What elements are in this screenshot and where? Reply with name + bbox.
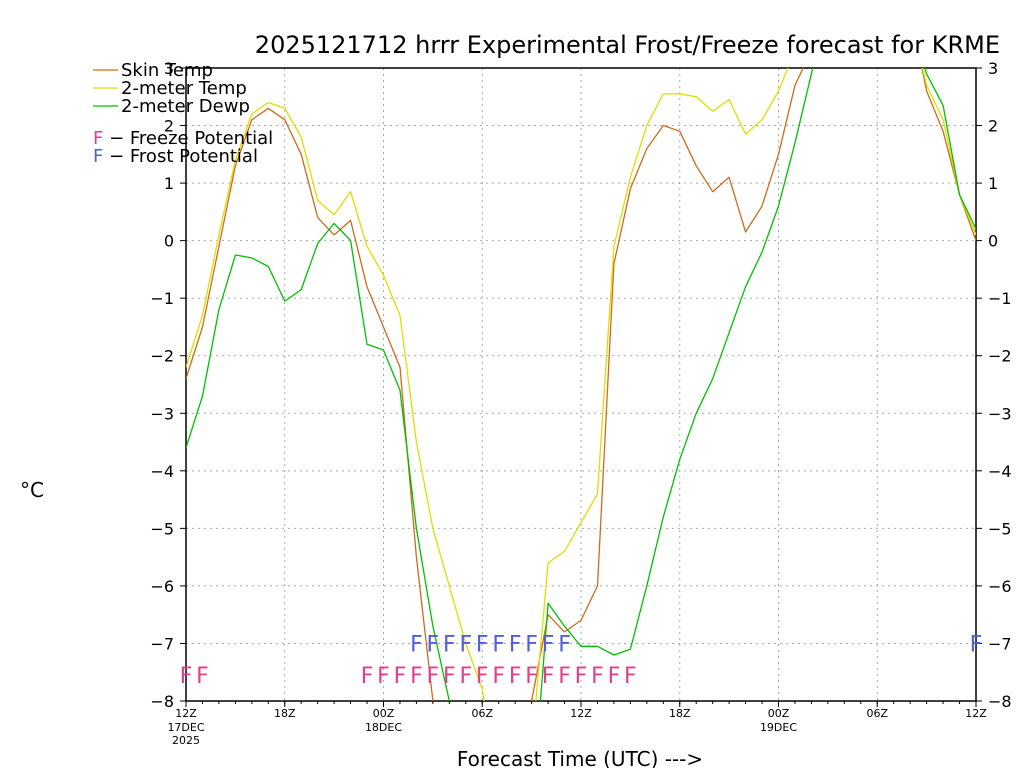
y-tick-label-right: −8 (988, 692, 1012, 711)
y-tick-label-left: 2 (164, 117, 174, 136)
series-line-skin-temp (186, 107, 434, 701)
y-tick-label-left: 3 (164, 59, 174, 78)
frost-marker: F (459, 632, 472, 657)
freeze-marker: F (575, 664, 588, 689)
frost-marker: F (476, 632, 489, 657)
frost-marker: F (492, 632, 505, 657)
freeze-marker: F (394, 664, 407, 689)
y-tick-label-right: 3 (988, 59, 998, 78)
y-tick-label-left: −6 (150, 577, 174, 596)
series-layer (186, 68, 976, 701)
series-line-2-meter-temp (186, 101, 485, 701)
legend-label: 2-meter Temp (121, 78, 247, 99)
freeze-marker: F (492, 664, 505, 689)
freeze-marker: F (427, 664, 440, 689)
legend-marker-label: − Frost Potential (103, 146, 258, 167)
x-tick-sublabel: 17DEC (167, 721, 204, 734)
series-line-skin-temp (530, 68, 804, 701)
plot-frame (185, 67, 977, 702)
x-tick-label: 18Z (274, 707, 296, 720)
freeze-marker: F (509, 664, 522, 689)
y-tick-label-right: −7 (988, 634, 1012, 653)
y-tick-label-left: −2 (150, 347, 174, 366)
series-line-2-meter-temp (921, 68, 976, 236)
grid (186, 68, 976, 701)
legend-marker-entry: F − Freeze Potential (93, 128, 273, 149)
chart-title: 2025121712 hrrr Experimental Frost/Freez… (255, 31, 1000, 59)
legend-marker-entry: F − Frost Potential (93, 146, 258, 167)
potential-markers: F F F F F F F F F F FF F F F F F F F F F F F F F F F F F F (180, 632, 983, 689)
freeze-marker: F (558, 664, 571, 689)
x-axis-label: Forecast Time (UTC) ---> (457, 747, 703, 768)
legend-label: Skin Temp (121, 60, 213, 81)
y-tick-label-left: −3 (150, 404, 174, 423)
series-line-skin-temp (921, 68, 976, 241)
y-tick-label-right: 1 (988, 174, 998, 193)
x-tick-label: 06Z (471, 707, 493, 720)
freeze-marker: F (410, 664, 423, 689)
y-axis-label: °C (20, 478, 44, 502)
x-tick-label: 12Z (570, 707, 592, 720)
x-tick-label: 00Z (373, 707, 395, 720)
x-tick-label: 12Z (175, 707, 197, 720)
x-tick-label: 06Z (866, 707, 888, 720)
frost-marker: F (443, 632, 456, 657)
freeze-marker: F (476, 664, 489, 689)
y-tick-label-left: −5 (150, 519, 174, 538)
x-tick-sublabel: 2025 (172, 734, 200, 747)
x-tick-label: 18Z (669, 707, 691, 720)
y-tick-label-right: −3 (988, 404, 1012, 423)
frost-marker: F (542, 632, 555, 657)
y-tick-label-right: 2 (988, 117, 998, 136)
freeze-marker: F (180, 664, 193, 689)
x-tick-sublabel: 19DEC (760, 721, 797, 734)
freeze-marker: F (196, 664, 209, 689)
freeze-marker: F (624, 664, 637, 689)
legend-marker-label: − Freeze Potential (103, 128, 273, 149)
y-tick-label-right: −2 (988, 347, 1012, 366)
y-tick-label-left: 0 (164, 232, 174, 251)
y-tick-label-right: −4 (988, 462, 1012, 481)
series-line-2-meter-dewp (186, 222, 450, 701)
freeze-marker: F (377, 664, 390, 689)
frost-marker: F (410, 632, 423, 657)
series-line-2-meter-dewp (539, 68, 814, 701)
y-tick-label-left: −7 (150, 634, 174, 653)
y-tick-label-left: 1 (164, 174, 174, 193)
x-tick-label: 00Z (768, 707, 790, 720)
frost-marker: F (558, 632, 571, 657)
axes: −8 −7 −6 −5 −4 −3 −2 −1 0 1 2 3 −8 −7 −6 −5 −4 −3 −2 −1 0 1 2 3… (150, 59, 1011, 747)
y-tick-label-right: −5 (988, 519, 1012, 538)
y-tick-label-left: −8 (150, 692, 174, 711)
legend-label: 2-meter Dewp (121, 96, 250, 117)
freeze-marker: F (525, 664, 538, 689)
y-tick-label-left: −1 (150, 289, 174, 308)
frost-marker: F (970, 632, 983, 657)
y-tick-label-right: −1 (988, 289, 1012, 308)
freeze-marker: F (591, 664, 604, 689)
legend-marker-letter: F (93, 128, 103, 149)
freeze-marker: F (459, 664, 472, 689)
x-tick-sublabel: 18DEC (365, 721, 402, 734)
freeze-marker: F (542, 664, 555, 689)
freeze-marker: F (608, 664, 621, 689)
freeze-marker: F (361, 664, 374, 689)
frost-marker: F (427, 632, 440, 657)
y-tick-label-right: −6 (988, 577, 1012, 596)
x-tick-label: 12Z (965, 707, 987, 720)
series-line-2-meter-dewp (923, 68, 976, 230)
legend-marker-letter: F (93, 146, 103, 167)
freeze-marker: F (443, 664, 456, 689)
frost-marker: F (525, 632, 538, 657)
series-line-2-meter-temp (535, 68, 789, 701)
y-tick-label-left: −4 (150, 462, 174, 481)
frost-marker: F (509, 632, 522, 657)
y-tick-label-right: 0 (988, 232, 998, 251)
